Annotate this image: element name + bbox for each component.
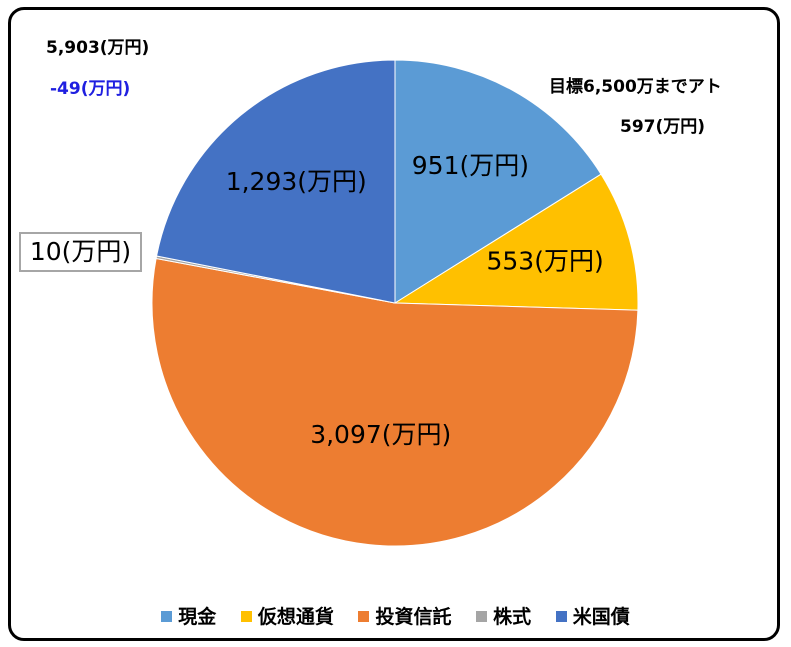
slice-label-funds: 3,097(万円) bbox=[310, 420, 451, 449]
slice-label-cash: 951(万円) bbox=[412, 151, 529, 180]
legend-item-stocks: 株式 bbox=[476, 602, 531, 629]
pie-slice-crypto bbox=[393, 173, 639, 311]
legend: 現金 仮想通貨 投資信託 株式 米国債 bbox=[0, 602, 791, 629]
pie-slice-cash bbox=[394, 59, 602, 304]
slice-label-treasury: 1,293(万円) bbox=[226, 167, 367, 196]
legend-label-stocks: 株式 bbox=[493, 606, 532, 628]
legend-item-cash: 現金 bbox=[161, 602, 216, 629]
legend-label-cash: 現金 bbox=[178, 606, 217, 628]
legend-label-crypto: 仮想通貨 bbox=[257, 606, 334, 628]
legend-swatch-crypto bbox=[240, 611, 252, 622]
legend-swatch-treasury bbox=[555, 611, 567, 622]
legend-swatch-stocks bbox=[476, 611, 488, 622]
legend-label-funds: 投資信託 bbox=[375, 606, 452, 628]
slice-label-crypto: 553(万円) bbox=[486, 246, 603, 275]
pie-slice-funds bbox=[151, 257, 639, 547]
legend-swatch-funds bbox=[358, 611, 370, 622]
total-amount-note: 5,903(万円) bbox=[46, 38, 150, 58]
legend-item-funds: 投資信託 bbox=[358, 602, 452, 629]
diff-amount-note: -49(万円) bbox=[50, 79, 131, 99]
legend-label-treasury: 米国債 bbox=[572, 606, 630, 628]
stock-slice-label: 10(万円) bbox=[19, 232, 142, 272]
pie-slice-treasury bbox=[156, 59, 396, 304]
legend-item-treasury: 米国債 bbox=[555, 602, 630, 629]
legend-swatch-cash bbox=[161, 611, 173, 622]
remaining-amount-note: 597(万円) bbox=[620, 117, 706, 137]
legend-item-crypto: 仮想通貨 bbox=[240, 602, 334, 629]
target-note: 目標6,500万までアト bbox=[549, 77, 722, 97]
